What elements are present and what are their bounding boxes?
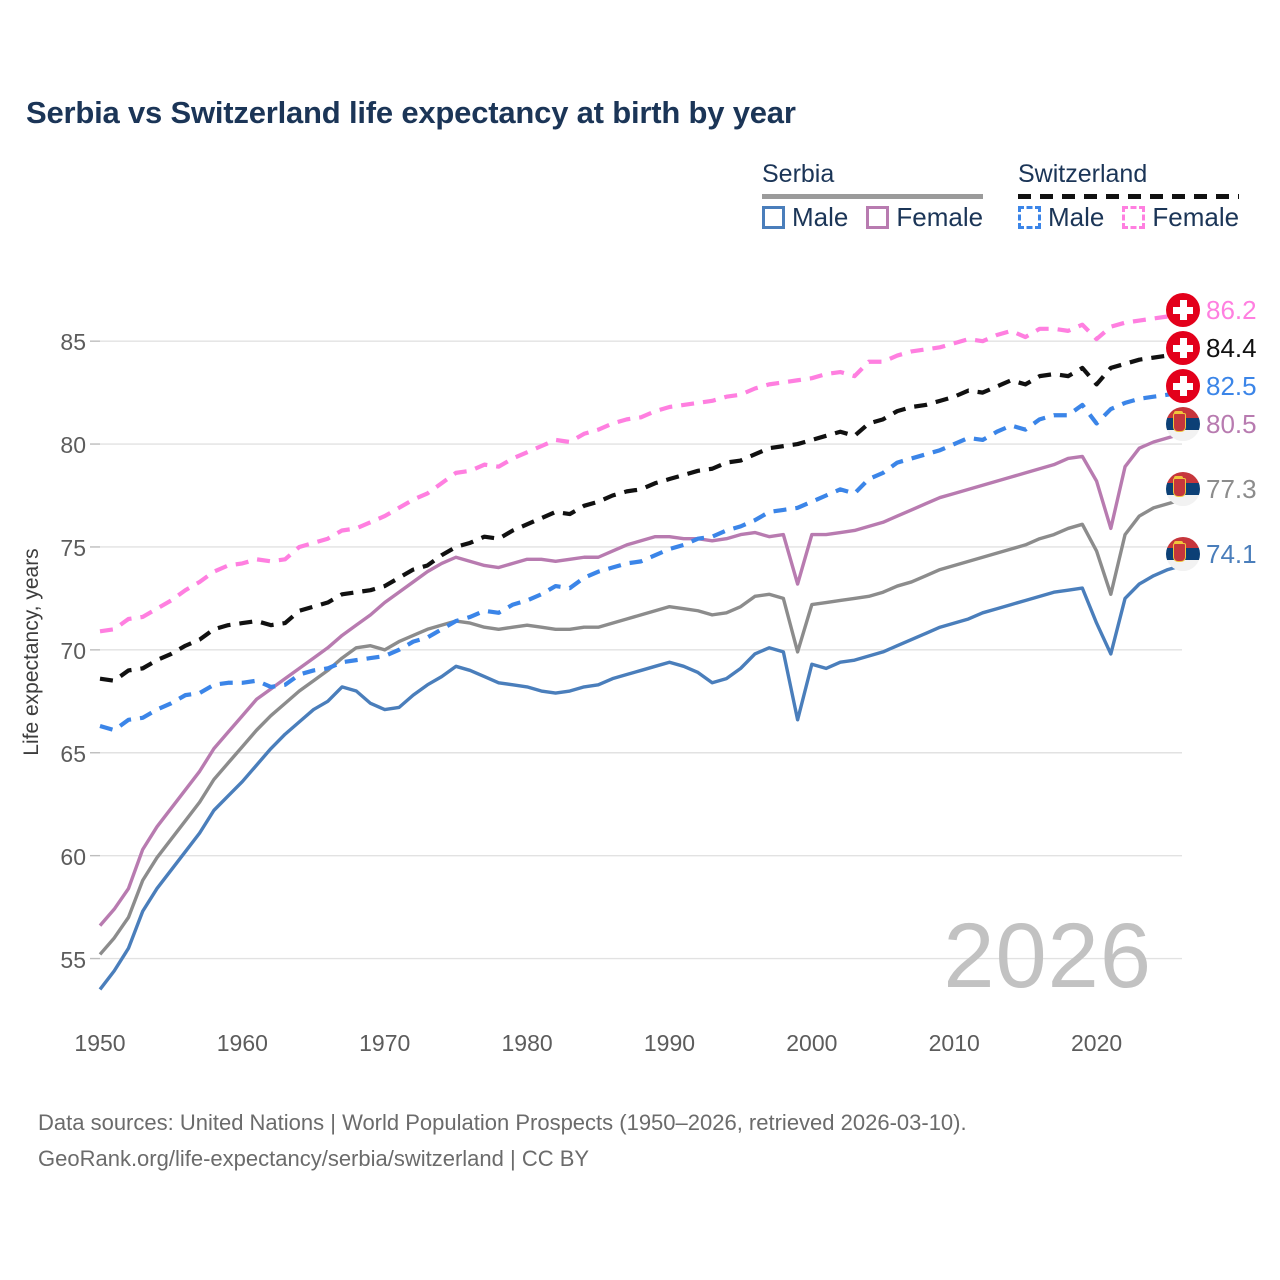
series-end-label: 80.5: [1166, 407, 1257, 441]
legend-label: Female: [1152, 202, 1240, 232]
legend-swatch-icon: [1018, 206, 1041, 229]
x-axis-tick-label: 1990: [643, 1030, 696, 1056]
footer-data-sources: Data sources: United Nations | World Pop…: [38, 1110, 967, 1135]
serbia-flag-icon: [1166, 537, 1200, 571]
year-watermark: 2026: [943, 905, 1152, 1007]
end-label-value: 80.5: [1206, 408, 1257, 439]
legend-item-switzerland-male[interactable]: Male: [1018, 202, 1104, 233]
x-axis-tick-label: 1970: [359, 1030, 411, 1056]
legend-country-switzerland: Switzerland: [1018, 160, 1148, 188]
y-axis-tick-label: 80: [60, 432, 86, 459]
series-end-label: 82.5: [1166, 369, 1257, 403]
x-axis-tick-label: 1950: [74, 1030, 126, 1056]
switzerland-flag-icon: [1166, 369, 1200, 403]
legend-label: Female: [896, 202, 984, 232]
series-end-label: 86.2: [1166, 293, 1257, 327]
end-label-value: 82.5: [1206, 370, 1257, 401]
x-axis-tick-label: 1980: [501, 1030, 553, 1056]
legend-item-switzerland-female[interactable]: Female: [1122, 202, 1239, 233]
y-axis-tick-label: 60: [60, 843, 86, 870]
series-end-label: 84.4: [1166, 331, 1257, 365]
legend-swatch-icon: [762, 206, 785, 229]
y-axis-tick-label: 85: [60, 329, 86, 356]
legend-item-serbia-female[interactable]: Female: [866, 202, 983, 233]
legend-rule-switzerland: [1018, 194, 1240, 199]
series-line: [99, 390, 1183, 733]
series-line: [98, 497, 1183, 956]
y-axis-tick-label: 55: [60, 946, 86, 973]
series-line: [99, 314, 1182, 634]
x-axis-tick-label: 2000: [786, 1030, 838, 1056]
legend-group-serbia: Serbia Male Female: [762, 160, 984, 233]
serbia-flag-icon: [1166, 407, 1200, 441]
x-axis-tick-label: 2010: [928, 1030, 980, 1056]
x-axis-tick-label: 1960: [216, 1030, 268, 1056]
y-axis-label: Life expectancy, years: [20, 548, 43, 756]
switzerland-flag-icon: [1166, 293, 1200, 327]
legend-swatch-icon: [1122, 206, 1146, 229]
series-end-label: 74.1: [1166, 537, 1257, 571]
end-label-value: 74.1: [1206, 538, 1257, 569]
series-line: [99, 351, 1183, 683]
legend-label: Male: [792, 202, 849, 232]
end-label-value: 84.4: [1206, 332, 1257, 363]
legend-swatch-icon: [866, 206, 890, 229]
y-axis-tick-label: 65: [60, 740, 86, 767]
end-label-value: 86.2: [1206, 294, 1257, 325]
switzerland-flag-icon: [1166, 331, 1200, 365]
y-axis-tick-label: 75: [60, 534, 86, 561]
serbia-flag-icon: [1166, 472, 1200, 506]
legend-group-switzerland: Switzerland Male Female: [1018, 160, 1240, 233]
legend-rule-serbia: [762, 194, 984, 199]
x-axis-tick-label: 2020: [1070, 1030, 1123, 1056]
legend-item-serbia-male[interactable]: Male: [762, 202, 848, 233]
series-line: [98, 432, 1183, 927]
legend-label: Male: [1048, 202, 1105, 232]
y-axis-tick-label: 70: [60, 637, 86, 664]
legend-country-serbia: Serbia: [762, 160, 835, 188]
footer-attribution: GeoRank.org/life-expectancy/serbia/switz…: [38, 1146, 590, 1172]
page-title: Serbia vs Switzerland life expectancy at…: [26, 95, 796, 130]
end-label-value: 77.3: [1206, 473, 1257, 504]
chart-footer: Data sources: United Nations | World Pop…: [38, 1105, 967, 1178]
series-line: [98, 563, 1183, 991]
series-end-label: 77.3: [1166, 472, 1257, 506]
